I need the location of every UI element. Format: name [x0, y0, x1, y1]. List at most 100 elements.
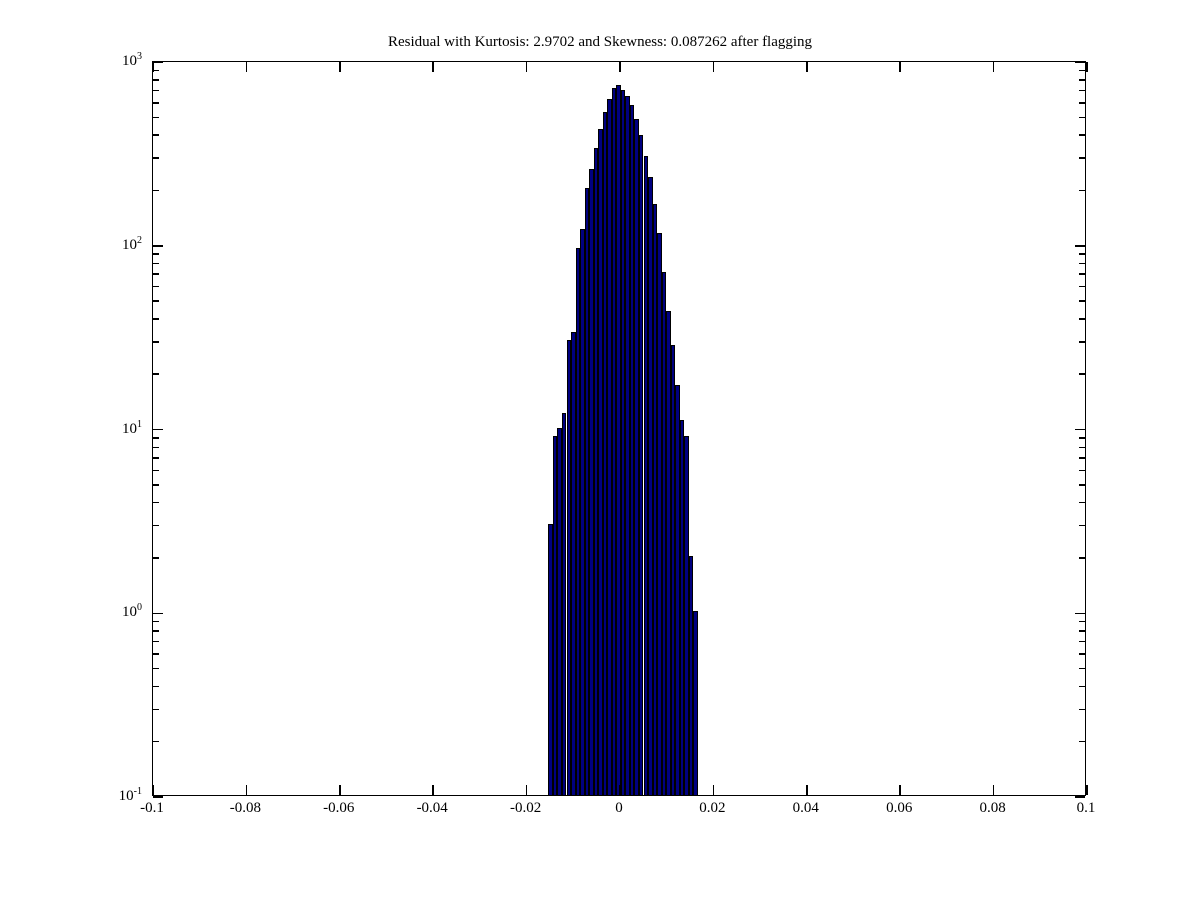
histogram-bar — [652, 203, 658, 795]
x-axis-tick-top — [619, 62, 621, 72]
x-axis-tick-label: -0.08 — [229, 800, 262, 816]
histogram-bar — [607, 99, 612, 795]
y-axis-minor-tick-right — [1079, 446, 1085, 449]
histogram-bar — [688, 555, 694, 795]
y-axis-minor-tick — [153, 262, 159, 265]
y-axis-minor-tick-right — [1079, 740, 1085, 743]
y-axis-minor-tick — [153, 300, 159, 302]
y-axis-minor-tick — [153, 446, 159, 449]
y-axis-minor-tick — [153, 653, 159, 655]
histogram-bar — [589, 169, 594, 795]
y-axis-minor-tick — [153, 273, 159, 275]
y-axis-minor-tick — [153, 373, 159, 375]
x-axis-tick-top — [992, 62, 995, 72]
x-axis-tick — [339, 785, 341, 795]
y-axis-minor-tick — [153, 253, 159, 255]
y-axis-minor-tick-right — [1079, 134, 1085, 136]
histogram-bar — [611, 88, 617, 795]
histogram-bar — [638, 135, 644, 795]
x-axis-tick-label: -0.02 — [509, 800, 542, 816]
histogram-bar — [575, 247, 581, 795]
histogram-bar — [561, 412, 567, 795]
x-axis-tick-label: -0.06 — [323, 800, 355, 816]
x-axis-tick — [619, 785, 621, 795]
y-axis-minor-tick — [153, 437, 159, 439]
x-axis-tick — [806, 785, 808, 795]
x-axis-tick-top — [432, 62, 434, 72]
histogram-bar — [616, 85, 621, 795]
y-axis-minor-tick — [153, 524, 159, 527]
y-axis-tick — [153, 61, 163, 63]
histogram-bar — [684, 435, 689, 795]
y-axis-minor-tick — [153, 157, 159, 159]
x-axis-tick-label: 0.08 — [979, 800, 1006, 816]
histogram-bar — [548, 523, 553, 795]
y-axis-minor-tick — [153, 640, 159, 643]
y-axis-minor-tick — [153, 318, 159, 320]
y-axis-minor-tick-right — [1079, 469, 1085, 471]
histogram-bar — [648, 177, 653, 795]
x-axis-tick-label: 0 — [615, 800, 623, 816]
y-axis-minor-tick-right — [1079, 708, 1085, 711]
x-axis-tick — [245, 785, 248, 795]
y-axis-minor-tick-right — [1079, 189, 1085, 192]
y-axis-minor-tick-right — [1079, 484, 1085, 486]
y-axis-minor-tick-right — [1079, 457, 1085, 459]
y-axis-minor-tick — [153, 685, 159, 688]
x-axis-tick-label: 0.02 — [699, 800, 726, 816]
y-axis-minor-tick-right — [1079, 262, 1085, 265]
y-axis-minor-tick — [153, 102, 159, 104]
histogram-bar — [629, 104, 635, 795]
histogram-bar — [661, 272, 667, 795]
x-axis-tick-label: -0.1 — [140, 800, 164, 816]
x-axis-tick — [899, 785, 901, 795]
y-axis-minor-tick-right — [1079, 653, 1085, 655]
histogram-bar — [675, 385, 680, 795]
y-axis-minor-tick-right — [1079, 285, 1085, 288]
y-axis-tick — [153, 428, 163, 431]
x-axis-tick-top — [806, 62, 808, 72]
x-axis-tick — [152, 785, 154, 795]
x-axis-tick-top — [899, 62, 901, 72]
y-axis-tick — [153, 245, 163, 247]
y-axis-minor-tick — [153, 69, 159, 72]
histogram-bar — [584, 188, 590, 795]
histogram-bar — [552, 435, 558, 795]
y-axis-tick-right — [1075, 61, 1085, 63]
y-axis-tick-right — [1075, 612, 1085, 614]
y-axis-minor-tick — [153, 341, 159, 343]
y-axis-minor-tick — [153, 79, 159, 81]
x-axis-tick — [992, 785, 995, 795]
y-axis-minor-tick-right — [1079, 102, 1085, 104]
y-axis-minor-tick-right — [1079, 157, 1085, 159]
histogram-bar — [566, 339, 572, 795]
y-axis-minor-tick-right — [1079, 524, 1085, 527]
y-axis-tick — [153, 796, 163, 798]
y-axis-minor-tick — [153, 708, 159, 711]
y-axis-minor-tick — [153, 89, 159, 92]
x-axis-tick-label: 0.04 — [792, 800, 819, 816]
y-axis-minor-tick — [153, 457, 159, 459]
y-axis-tick-label: 102 — [122, 234, 142, 253]
y-axis-tick-label: 100 — [122, 602, 142, 621]
y-axis-minor-tick — [153, 557, 159, 559]
histogram-bar — [620, 89, 626, 795]
histogram-bars — [153, 62, 1085, 795]
y-axis-minor-tick-right — [1079, 557, 1085, 559]
y-axis-minor-tick-right — [1079, 373, 1085, 375]
x-axis-tick — [1086, 785, 1088, 795]
y-axis-minor-tick-right — [1079, 630, 1085, 632]
y-axis-minor-tick-right — [1079, 253, 1085, 255]
x-axis-tick-top — [1086, 62, 1088, 72]
histogram-bar — [643, 156, 649, 795]
y-axis-minor-tick — [153, 630, 159, 632]
y-axis-tick-right — [1075, 428, 1085, 431]
y-axis-minor-tick-right — [1079, 318, 1085, 320]
y-axis-tick-labels: 10-1 100 101 102 103 — [0, 0, 152, 900]
x-axis-tick-label: -0.04 — [416, 800, 448, 816]
histogram-bar — [580, 229, 585, 795]
y-axis-minor-tick-right — [1079, 685, 1085, 688]
y-axis-minor-tick — [153, 620, 159, 623]
y-axis-minor-tick — [153, 134, 159, 136]
